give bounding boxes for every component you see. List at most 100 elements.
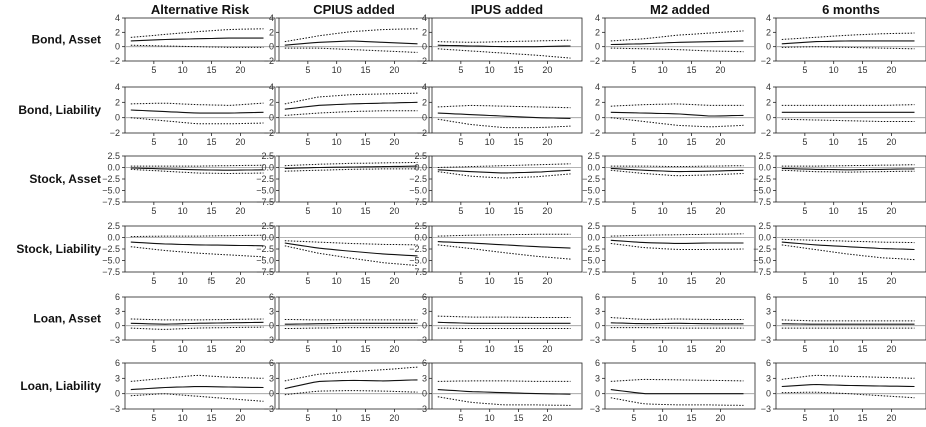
response-line bbox=[610, 40, 744, 46]
lower-band-line bbox=[781, 169, 915, 173]
y-tick-label: 2.5 bbox=[587, 151, 600, 161]
y-tick-label: 6 bbox=[595, 358, 600, 368]
x-tick-label: 5 bbox=[802, 413, 807, 423]
upper-band-line bbox=[781, 32, 915, 40]
y-tick-label: 2.5 bbox=[107, 151, 120, 161]
y-tick-label: 2.5 bbox=[758, 151, 771, 161]
y-tick-label: 6 bbox=[269, 292, 274, 302]
x-tick-label: 20 bbox=[389, 65, 399, 75]
x-tick-label: 5 bbox=[151, 137, 156, 147]
lower-band-line bbox=[437, 244, 571, 260]
y-tick-label: 3 bbox=[115, 373, 120, 383]
response-line bbox=[284, 322, 418, 325]
response-line bbox=[284, 379, 418, 390]
y-tick-label: 0 bbox=[115, 42, 120, 52]
lower-band-line bbox=[284, 245, 418, 267]
y-tick-label: 3 bbox=[422, 306, 427, 316]
y-tick-label: 4 bbox=[115, 82, 120, 92]
y-tick-label: 3 bbox=[269, 373, 274, 383]
x-tick-label: 10 bbox=[658, 65, 668, 75]
response-line bbox=[284, 40, 418, 46]
y-tick-label: −3 bbox=[264, 404, 274, 414]
x-tick-label: 5 bbox=[305, 413, 310, 423]
response-line bbox=[284, 101, 418, 110]
upper-band-line bbox=[284, 92, 418, 105]
x-tick-label: 20 bbox=[715, 344, 725, 354]
upper-band-line bbox=[130, 28, 264, 38]
x-tick-label: 20 bbox=[715, 206, 725, 216]
x-tick-label: 15 bbox=[514, 344, 524, 354]
x-tick-label: 15 bbox=[687, 65, 697, 75]
x-tick-label: 15 bbox=[207, 344, 217, 354]
x-tick-label: 20 bbox=[235, 65, 245, 75]
y-tick-label: 0 bbox=[766, 113, 771, 123]
plot-frame bbox=[604, 17, 756, 62]
x-tick-label: 10 bbox=[829, 276, 839, 286]
x-tick-label: 15 bbox=[207, 65, 217, 75]
lower-band-line bbox=[284, 168, 418, 172]
y-tick-label: 0 bbox=[422, 42, 427, 52]
y-tick-label: 0.0 bbox=[414, 233, 427, 243]
panel-stock-liability-alternative-risk: 2.50.0−2.5−5.0−7.55 10 f5 20 bbox=[102, 221, 276, 286]
x-tick-label: 5 bbox=[458, 137, 463, 147]
x-tick-label: 15 bbox=[361, 276, 371, 286]
panel-bond-asset-6-months: 420−25 10 15 20 bbox=[761, 13, 926, 75]
y-tick-label: −7.5 bbox=[409, 267, 427, 277]
y-tick-label: 4 bbox=[766, 82, 771, 92]
lower-band-line bbox=[781, 244, 915, 261]
row-label-stock-liability: Stock, Liability bbox=[16, 242, 101, 256]
row-label-stock-asset: Stock, Asset bbox=[29, 172, 101, 186]
y-tick-label: 0 bbox=[766, 389, 771, 399]
x-tick-label: 10 bbox=[332, 65, 342, 75]
panel-stock-asset-6-months: 2.5 0.0−2.5 −5.0−7.5 5 10 15 20 bbox=[753, 151, 926, 216]
y-tick-label: 0.0 bbox=[758, 233, 771, 243]
y-tick-label: 0 bbox=[766, 42, 771, 52]
x-tick-label: 20 bbox=[235, 413, 245, 423]
y-tick-label: −3 bbox=[110, 404, 120, 414]
y-tick-label: 6 bbox=[766, 358, 771, 368]
x-tick-label: 15 bbox=[207, 413, 217, 423]
x-tick-label: 20 bbox=[389, 344, 399, 354]
x-tick-label: 10 bbox=[485, 344, 495, 354]
y-tick-label: −7.5 bbox=[256, 197, 274, 207]
lower-band-line bbox=[437, 118, 571, 129]
lower-band-line bbox=[610, 243, 744, 250]
plot-frame bbox=[124, 17, 276, 62]
y-tick-label: −3 bbox=[761, 404, 771, 414]
lower-band-line bbox=[130, 393, 264, 402]
x-tick-label: 20 bbox=[389, 206, 399, 216]
x-tick-label: 5 bbox=[151, 344, 156, 354]
y-tick-label: 0 bbox=[269, 321, 274, 331]
x-tick-label: 20 bbox=[235, 137, 245, 147]
upper-band-line bbox=[610, 378, 744, 382]
y-tick-label: 0.0 bbox=[107, 163, 120, 173]
plot-frame bbox=[278, 296, 430, 341]
x-tick-label: 5 bbox=[458, 206, 463, 216]
x-tick-label: 5 bbox=[631, 65, 636, 75]
plot-frame bbox=[604, 155, 756, 203]
x-tick-label: 10 bbox=[178, 413, 188, 423]
x-tick-label: 10 bbox=[829, 206, 839, 216]
panel-bond-liability-6-months: 420−25 10 15 20 bbox=[761, 82, 926, 147]
response-line bbox=[610, 389, 744, 395]
y-tick-label: −7.5 bbox=[256, 267, 274, 277]
x-tick-label: 15 bbox=[858, 344, 868, 354]
x-tick-label: 10 bbox=[658, 344, 668, 354]
panel-stock-liability-ipus-added: 2.5 0.0−2.5 −5.0−7.5 5 10 15 20 bbox=[409, 221, 583, 286]
y-tick-label: 0.0 bbox=[587, 163, 600, 173]
x-tick-label: 20 bbox=[542, 344, 552, 354]
x-tick-label: 15 bbox=[361, 413, 371, 423]
y-tick-label: −5.0 bbox=[753, 186, 771, 196]
y-tick-label: 2 bbox=[595, 97, 600, 107]
y-tick-label: −7.5 bbox=[102, 197, 120, 207]
plot-frame bbox=[775, 155, 926, 203]
upper-band-line bbox=[284, 28, 418, 43]
upper-band-line bbox=[610, 165, 744, 167]
x-tick-label: 10 bbox=[485, 413, 495, 423]
y-tick-label: 6 bbox=[422, 358, 427, 368]
y-tick-label: 2 bbox=[422, 97, 427, 107]
response-line bbox=[437, 169, 571, 174]
y-tick-label: 0 bbox=[269, 42, 274, 52]
x-tick-label: 5 bbox=[305, 276, 310, 286]
y-tick-label: 2 bbox=[766, 97, 771, 107]
